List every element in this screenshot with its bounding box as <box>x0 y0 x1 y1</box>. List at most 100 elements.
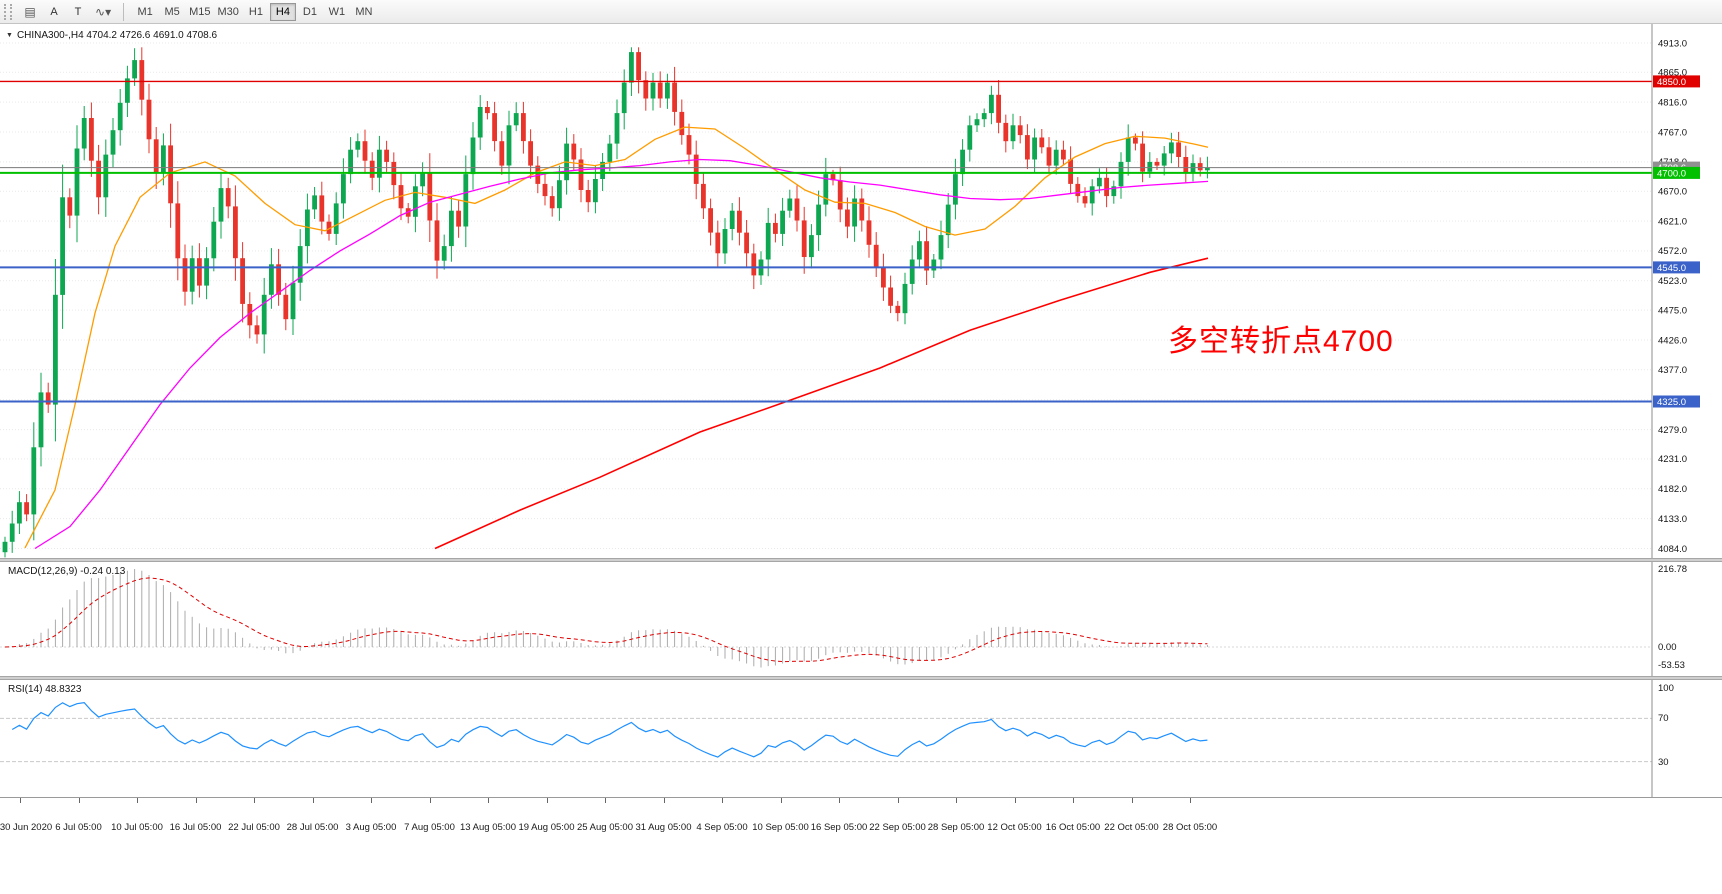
svg-text:4231.0: 4231.0 <box>1658 454 1687 465</box>
chart-list-button[interactable]: ▤ <box>19 2 41 22</box>
svg-text:4182.0: 4182.0 <box>1658 484 1687 495</box>
price-chart-canvas[interactable]: 4913.04865.04816.04767.04718.04670.04621… <box>0 24 1722 558</box>
svg-text:-53.53: -53.53 <box>1658 660 1685 671</box>
text-box-button[interactable]: T <box>67 2 89 22</box>
svg-text:4621.0: 4621.0 <box>1658 216 1687 227</box>
timeframe-h4[interactable]: H4 <box>269 2 296 21</box>
pane-splitter-rsi[interactable] <box>0 676 1722 680</box>
time-tick-label: 22 Sep 05:00 <box>869 822 926 833</box>
time-tick <box>1190 798 1191 803</box>
rsi-indicator-pane[interactable]: 100 70 30 RSI(14) 48.8323 <box>0 680 1722 797</box>
time-tick <box>20 798 21 803</box>
time-tick-label: 6 Jul 05:00 <box>55 822 102 833</box>
time-tick-label: 4 Sep 05:00 <box>696 822 748 833</box>
letter-t-icon: T <box>74 5 82 18</box>
symbol-ohlc-label: ▼ CHINA300-,H4 4704.2 4726.6 4691.0 4708… <box>6 30 217 41</box>
toolbar: ▤ A T ∿ ▾ M1 M5 M15 M30 H1 H4 D1 W1 MN <box>0 0 1722 24</box>
letter-a-icon: A <box>50 5 58 18</box>
svg-text:4545.0: 4545.0 <box>1657 263 1686 274</box>
toolbar-grip[interactable] <box>4 3 12 20</box>
indicators-button[interactable]: ∿ ▾ <box>91 2 115 22</box>
text-label-button[interactable]: A <box>43 2 65 22</box>
time-axis[interactable]: 30 Jun 2020 6 Jul 05:00 10 Jul 05:00 16 Jul… <box>0 797 1722 894</box>
svg-text:30: 30 <box>1658 757 1669 768</box>
timeframe-m15[interactable]: M15 <box>186 3 213 21</box>
macd-indicator-pane[interactable]: 216.78 0.00 -53.53 MACD(12,26,9) -0.24 0.1… <box>0 562 1722 676</box>
time-tick <box>897 798 899 803</box>
timeframe-mn[interactable]: MN <box>351 3 377 21</box>
chart-annotation: 多空转折点4700 <box>1168 325 1394 358</box>
time-tick-label: 16 Oct 05:00 <box>1045 822 1101 833</box>
indicator-wave-icon: ∿ <box>95 4 106 19</box>
time-tick-label: 7 Aug 05:00 <box>404 822 455 833</box>
timeframe-m30[interactable]: M30 <box>215 3 242 21</box>
time-tick <box>137 798 138 803</box>
time-tick-label: 22 Jul 05:00 <box>228 822 280 833</box>
time-tick <box>429 798 431 803</box>
rsi-canvas[interactable]: 100 70 30 <box>0 680 1722 797</box>
macd-canvas[interactable]: 216.78 0.00 -53.53 <box>0 562 1722 676</box>
svg-text:4767.0: 4767.0 <box>1658 127 1687 138</box>
time-tick <box>371 798 372 803</box>
ma-medium-line <box>34 158 1209 550</box>
time-tick-label: 28 Oct 05:00 <box>1162 822 1218 833</box>
svg-text:4816.0: 4816.0 <box>1658 97 1687 108</box>
svg-text:4426.0: 4426.0 <box>1658 335 1687 346</box>
timeframe-h1[interactable]: H1 <box>243 3 269 21</box>
time-tick-label: 30 Jun 2020 <box>0 822 53 833</box>
moving-averages-layer <box>24 126 1209 550</box>
svg-text:100: 100 <box>1658 683 1674 694</box>
svg-text:4325.0: 4325.0 <box>1657 397 1686 408</box>
time-tick <box>956 798 957 803</box>
levels-layer <box>0 80 1652 403</box>
ma-fast-line <box>24 126 1209 549</box>
svg-text:4133.0: 4133.0 <box>1658 514 1687 525</box>
svg-text:4670.0: 4670.0 <box>1658 187 1687 198</box>
time-tick <box>78 798 80 803</box>
svg-text:4475.0: 4475.0 <box>1658 305 1687 316</box>
timeframe-m5[interactable]: M5 <box>159 3 185 21</box>
grid-layer <box>0 42 1652 549</box>
time-tick-label: 10 Jul 05:00 <box>111 822 163 833</box>
timeframe-d1[interactable]: D1 <box>297 3 323 21</box>
macd-signal-line <box>4 577 1208 663</box>
time-tick-label: 12 Oct 05:00 <box>987 822 1042 833</box>
time-tick <box>839 798 840 803</box>
candles-layer <box>2 47 1210 558</box>
time-tick-label: 19 Aug 05:00 <box>518 822 575 833</box>
rsi-line <box>11 701 1208 758</box>
time-tick <box>663 798 665 803</box>
time-tick <box>254 798 255 803</box>
time-tick-label: 3 Aug 05:00 <box>345 822 397 833</box>
svg-text:4913.0: 4913.0 <box>1658 38 1687 49</box>
time-tick <box>312 798 314 803</box>
time-tick <box>546 798 548 803</box>
svg-text:4850.0: 4850.0 <box>1657 77 1686 88</box>
macd-label: MACD(12,26,9) -0.24 0.13 <box>8 566 126 577</box>
time-tick-label: 16 Sep 05:00 <box>810 822 868 833</box>
price-axis-labels: 4913.04865.04816.04767.04718.04670.04621… <box>1658 38 1687 555</box>
time-tick-label: 13 Aug 05:00 <box>460 822 516 833</box>
pane-splitter-macd[interactable] <box>0 558 1722 562</box>
timeframe-m1[interactable]: M1 <box>132 3 158 21</box>
rsi-label: RSI(14) 48.8323 <box>8 684 82 695</box>
time-tick <box>605 798 606 803</box>
time-tick-label: 16 Jul 05:00 <box>169 822 222 833</box>
main-chart-pane[interactable]: 4913.04865.04816.04767.04718.04670.04621… <box>0 24 1722 558</box>
svg-text:70: 70 <box>1658 713 1669 724</box>
dropdown-caret-icon: ▾ <box>105 4 112 19</box>
svg-text:4523.0: 4523.0 <box>1658 276 1687 287</box>
time-tick <box>722 798 723 803</box>
svg-text:4572.0: 4572.0 <box>1658 246 1687 257</box>
symbol-quote-text: CHINA300-,H4 4704.2 4726.6 4691.0 4708.6 <box>16 30 218 41</box>
svg-text:4084.0: 4084.0 <box>1658 544 1687 555</box>
time-tick-label: 25 Aug 05:00 <box>577 822 633 833</box>
ma-slow-line <box>434 257 1209 550</box>
timeframe-w1[interactable]: W1 <box>324 3 350 21</box>
time-tick-label: 28 Jul 05:00 <box>286 822 339 833</box>
svg-text:4865.0: 4865.0 <box>1658 68 1687 79</box>
time-tick-label: 10 Sep 05:00 <box>752 822 809 833</box>
time-tick <box>1014 798 1016 803</box>
symbol-dropdown-icon[interactable]: ▼ <box>6 32 13 39</box>
